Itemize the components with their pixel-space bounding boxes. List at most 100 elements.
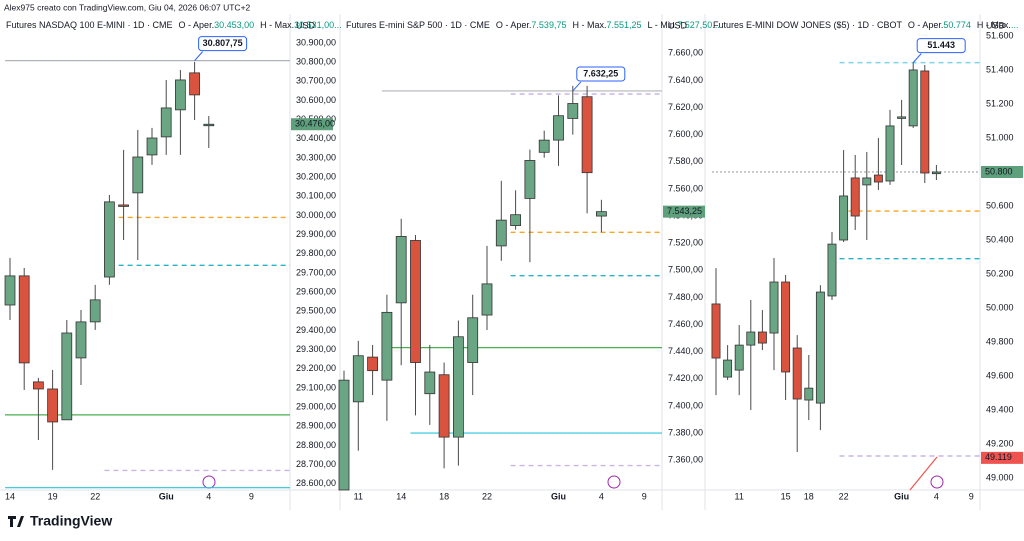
candle-body — [734, 344, 744, 371]
candle-body — [908, 69, 918, 127]
y-tick-label: 29.500,00 — [296, 306, 336, 316]
y-tick-label: 29.200,00 — [296, 363, 336, 373]
axis-unit: USD — [668, 20, 688, 30]
x-tick-label: 22 — [839, 491, 849, 501]
max-label: 51.443 — [927, 40, 955, 50]
y-tick-label: 7.480,00 — [668, 292, 703, 302]
x-tick-label: 11 — [354, 491, 363, 501]
candle-body — [18, 275, 30, 364]
x-tick-label: 4 — [599, 491, 604, 501]
info-value: 30.531,00... — [294, 20, 342, 30]
author-line: Alex975 creato con TradingView.com, Giu … — [4, 2, 251, 12]
candle-body — [792, 347, 802, 400]
last-price: 7.543,25 — [667, 206, 702, 216]
instrument-name: Futures NASDAQ 100 E-MINI · 1D · CME — [6, 20, 173, 30]
candle-body — [885, 125, 895, 182]
candle-body — [381, 311, 393, 381]
price-tag: 49.119 — [985, 452, 1012, 462]
candle-body — [4, 275, 16, 306]
candle-body — [203, 123, 215, 127]
x-tick-label: 14 — [396, 491, 406, 501]
y-tick-label: 49.000 — [986, 472, 1014, 482]
info-value: ... — [1011, 20, 1019, 30]
y-tick-label: 50.400 — [986, 234, 1014, 244]
max-label: 7.632,25 — [583, 68, 618, 78]
y-tick-label: 30.200,00 — [296, 172, 336, 182]
y-tick-label: 49.200 — [986, 438, 1014, 448]
candle-body — [33, 381, 44, 390]
y-tick-label: 30.300,00 — [296, 152, 336, 162]
candle-body — [553, 115, 564, 141]
y-tick-label: 30.800,00 — [296, 56, 336, 66]
y-tick-label: 7.400,00 — [668, 400, 703, 410]
candle-body — [804, 387, 814, 401]
price-tag-box — [981, 451, 1023, 464]
y-tick-label: 7.360,00 — [668, 455, 703, 465]
y-tick-label: 29.400,00 — [296, 325, 336, 335]
x-tick-label: 9 — [969, 491, 974, 501]
panel-header: Futures E-MINI DOW JONES ($5) · 1D · CBO… — [713, 20, 1018, 30]
candle-body — [781, 281, 791, 373]
candle-body — [47, 388, 58, 423]
y-tick-label: 7.560,00 — [668, 183, 703, 193]
x-tick-label: 14 — [5, 491, 15, 501]
candle-body — [104, 201, 115, 278]
y-tick-label: 51.400 — [986, 64, 1014, 74]
x-tick-label: Giu — [894, 491, 909, 501]
info-value: 30.453,00 — [214, 20, 254, 30]
info-label: H - Max. — [572, 20, 606, 30]
last-price: 50.800 — [985, 166, 1013, 176]
instrument-name: Futures E-mini S&P 500 · 1D · CME — [346, 20, 490, 30]
y-tick-label: 7.420,00 — [668, 373, 703, 383]
y-tick-label: 49.400 — [986, 404, 1014, 414]
candle-body — [132, 156, 144, 194]
candle-body — [338, 379, 350, 491]
candle-body — [850, 177, 860, 217]
x-tick-label: 4 — [206, 491, 211, 501]
y-tick-label: 50.000 — [986, 302, 1014, 312]
axis-unit: USD — [296, 20, 316, 30]
max-box — [198, 36, 248, 52]
info-value: 7.527,50... — [677, 20, 720, 30]
candle-body — [395, 236, 407, 304]
x-tick-label: Giu — [159, 491, 174, 501]
max-pointer — [572, 81, 582, 92]
candle-body — [146, 137, 158, 156]
last-price-box — [981, 165, 1023, 178]
info-label: O - Aper. — [496, 20, 532, 30]
candle-body — [920, 70, 930, 174]
candle-body — [595, 211, 607, 217]
y-tick-label: 30.700,00 — [296, 76, 336, 86]
instrument-name: Futures E-MINI DOW JONES ($5) · 1D · CBO… — [713, 20, 903, 30]
y-tick-label: 50.200 — [986, 268, 1014, 278]
alert-icons — [202, 475, 944, 489]
max-box — [576, 66, 626, 82]
info-label: H - Max. — [260, 20, 294, 30]
y-tick-label: 29.800,00 — [296, 248, 336, 258]
x-tick-label: 15 — [781, 491, 791, 501]
y-tick-label: 49.600 — [986, 370, 1014, 380]
last-price: 30.476,00 — [295, 119, 335, 129]
last-price-box — [663, 205, 705, 218]
candle-body — [481, 283, 493, 316]
info-value: 7.539,75 — [531, 20, 566, 30]
y-tick-label: 29.100,00 — [296, 382, 336, 392]
logo-text: TradingView — [30, 513, 112, 529]
last-price-box — [291, 118, 333, 131]
y-tick-label: 7.660,00 — [668, 48, 703, 58]
x-tick-label: Giu — [551, 491, 566, 501]
x-tick-label: 4 — [934, 491, 939, 501]
candle-body — [862, 177, 872, 186]
candle-body — [538, 139, 550, 153]
candle-body — [61, 332, 73, 421]
y-tick-label: 51.200 — [986, 98, 1014, 108]
y-tick-label: 30.900,00 — [296, 37, 336, 47]
max-label: 30.807,75 — [203, 38, 243, 48]
y-tick-label: 7.500,00 — [668, 265, 703, 275]
candle-body — [510, 214, 522, 226]
info-value: 7.551,25 — [606, 20, 641, 30]
candle-body — [723, 359, 733, 378]
panel-header: Futures E-mini S&P 500 · 1D · CME O - Ape… — [346, 20, 720, 30]
x-tick-label: 18 — [804, 491, 814, 501]
